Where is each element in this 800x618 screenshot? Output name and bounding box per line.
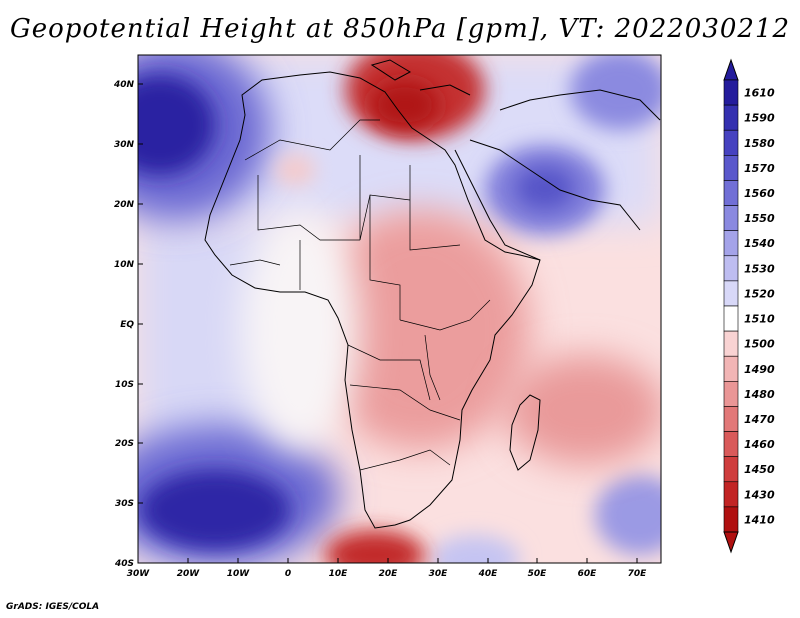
coastlines [204, 59, 661, 529]
lat-label: 20N [114, 200, 135, 210]
lat-label: EQ [120, 320, 134, 330]
colorbar-label: 1610 [744, 87, 775, 100]
colorbar-swatch [723, 431, 739, 457]
colorbar-label: 1430 [744, 488, 775, 501]
lon-label: 20E [379, 569, 399, 579]
colorbar-swatch [723, 155, 739, 181]
colorbar-label: 1540 [744, 237, 775, 250]
colorbar-label: 1480 [744, 388, 775, 401]
colorbar-label: 1490 [744, 363, 775, 376]
colorbar-swatch [723, 456, 739, 483]
lon-label: 60E [578, 569, 598, 579]
colorbar-swatch [723, 406, 739, 432]
lat-label: 30N [114, 140, 135, 150]
colorbar-swatch [723, 180, 739, 206]
colorbar-swatch [723, 381, 739, 407]
page-title: Geopotential Height at 850hPa [gpm], VT:… [9, 14, 791, 44]
lon-label: 20W [177, 569, 201, 579]
colorbar-arrow-bottom [723, 531, 739, 554]
colorbar-label: 1590 [744, 112, 775, 125]
low-south-africa [325, 530, 425, 563]
colorbar-swatch [723, 355, 739, 382]
lon-label: 10E [329, 569, 349, 579]
lat-label: 10N [114, 260, 135, 270]
colorbar-label: 1550 [744, 212, 775, 225]
colorbar-swatch [723, 129, 739, 156]
lon-label: 50E [528, 569, 548, 579]
footer-credit: GrADS: IGES/COLA [6, 602, 100, 612]
lon-label: 30W [127, 569, 151, 579]
colorbar-label: 1560 [744, 187, 775, 200]
high-south-indian [595, 475, 661, 555]
colorbar-label: 1520 [744, 287, 775, 300]
low-central-africa [310, 210, 530, 450]
lat-label: 10S [115, 380, 134, 390]
colorbar-label: 1580 [744, 137, 775, 150]
madagascar [509, 394, 541, 471]
lat-label: 20S [115, 439, 134, 449]
colorbar-label: 1570 [744, 162, 775, 175]
colorbar-label: 1470 [744, 413, 775, 426]
axis-ticks [137, 83, 638, 564]
colorbar-label: 1450 [744, 463, 775, 476]
colorbar-swatch [723, 79, 739, 106]
colorbar-label: 1410 [744, 513, 775, 526]
colorbar-swatch [723, 230, 739, 257]
colorbar-swatch [723, 280, 739, 307]
colorbar: 1610 1590 1580 1570 1560 1550 1540 1530 1520 1510… [723, 58, 775, 554]
colorbar-label: 1530 [744, 262, 775, 275]
lat-label: 40S [114, 559, 134, 569]
colorbar-label: 1500 [744, 338, 775, 351]
lat-label: 40N [113, 80, 135, 90]
colorbar-swatch [723, 205, 739, 231]
colorbar-label: 1510 [744, 313, 775, 326]
lon-label: 0 [285, 569, 291, 579]
colorbar-swatch [723, 104, 739, 131]
colorbar-swatch [723, 330, 739, 357]
lon-label: 10W [227, 569, 251, 579]
map-frame [137, 54, 662, 564]
colorbar-label: 1460 [744, 438, 775, 451]
country-borders [229, 119, 491, 471]
lat-label: 30S [115, 499, 134, 509]
colorbar-swatch [723, 481, 739, 508]
colorbar-swatch [723, 255, 739, 282]
colorbar-swatch [723, 305, 739, 332]
colorbar-swatch [723, 506, 739, 533]
lon-label: 30E [429, 569, 449, 579]
lon-label: 40E [478, 569, 499, 579]
colorbar-arrow-top [723, 58, 739, 81]
height-field [138, 55, 661, 563]
lon-label: 70E [628, 569, 648, 579]
